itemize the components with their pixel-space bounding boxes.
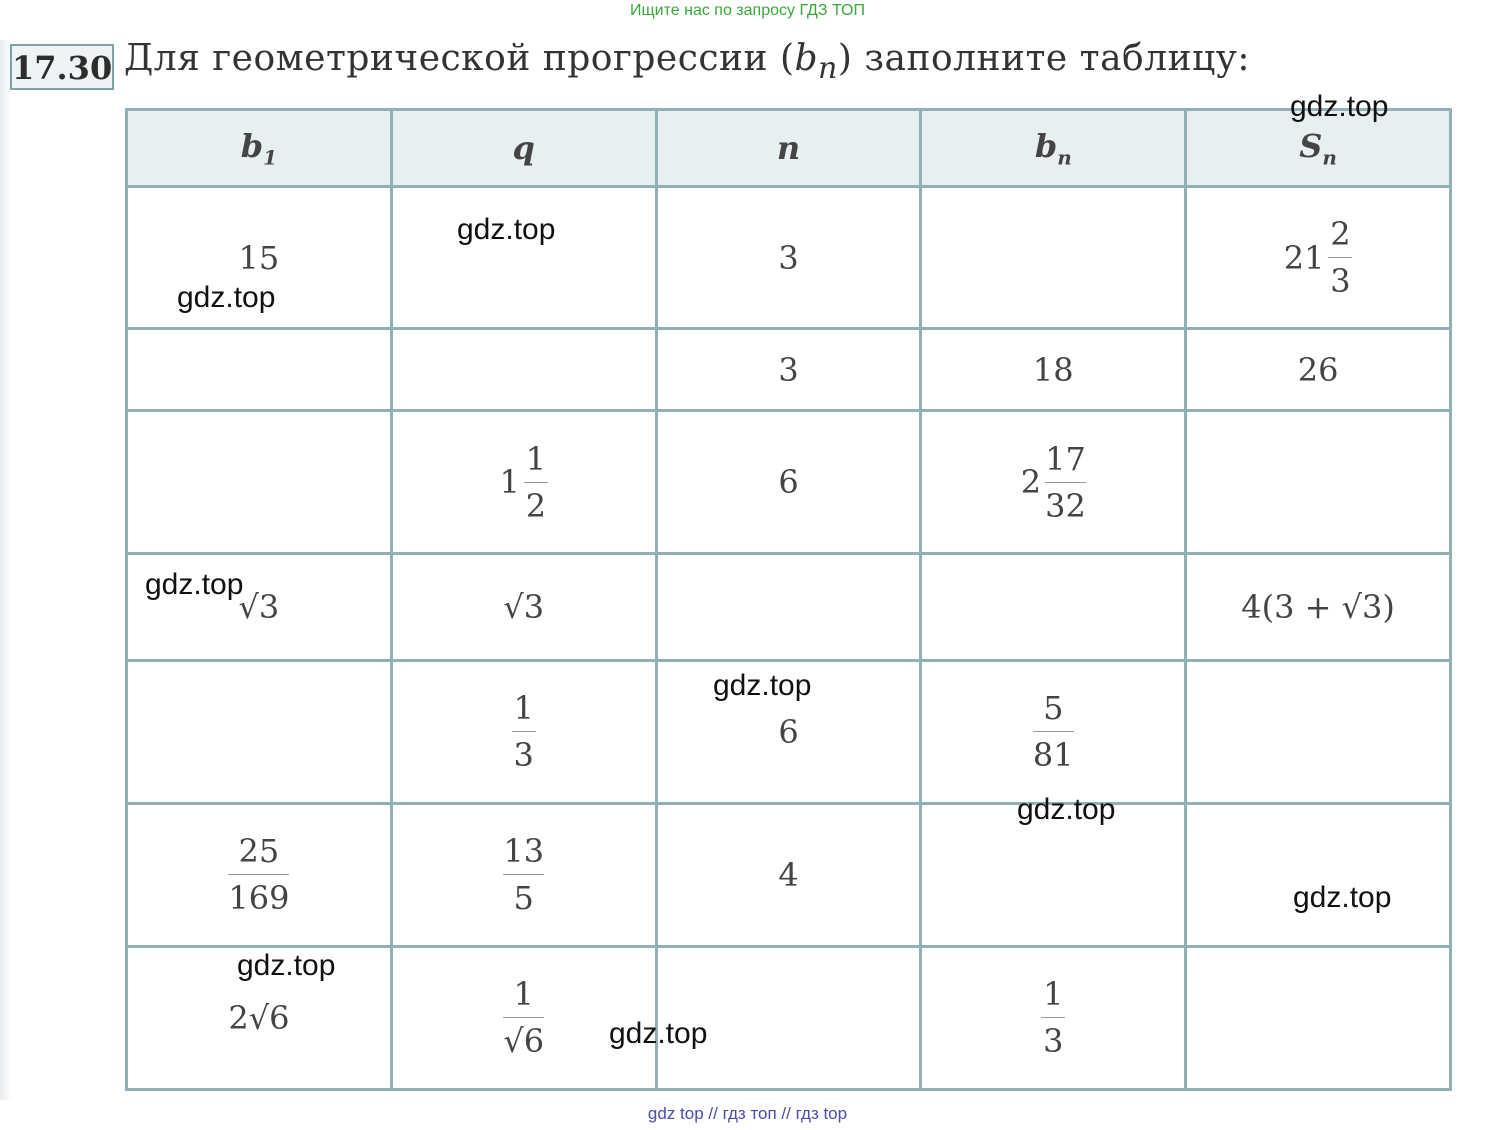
header-bn: bn xyxy=(919,108,1188,188)
cell-bn: 5 81 xyxy=(919,658,1188,805)
table-row: √3 √3 4(3 + √3) xyxy=(125,552,1452,662)
search-banner[interactable]: Ищите нас по запросу ГДЗ ТОП xyxy=(630,2,865,19)
cell-b1 xyxy=(125,327,393,413)
cell-b1 xyxy=(125,409,393,556)
cell-b1: √3 xyxy=(125,552,393,662)
cell-n: 6 xyxy=(654,658,923,805)
cell-bn xyxy=(919,801,1188,948)
header-q: q xyxy=(389,108,658,188)
watermark: gdz.top xyxy=(145,568,244,601)
watermark: gdz.top xyxy=(457,213,556,246)
table-row: 3 18 26 xyxy=(125,327,1452,413)
table-header-row: b1 q n bn Sn xyxy=(125,108,1452,188)
header-sn: Sn xyxy=(1184,108,1452,188)
cell-n: 4 xyxy=(654,801,923,948)
watermark: gdz.top xyxy=(609,1017,708,1050)
page-edge-shadow xyxy=(0,40,12,1100)
table-row: 15 3 21 2 3 xyxy=(125,184,1452,331)
header-b1: b1 xyxy=(125,108,393,188)
watermark: gdz.top xyxy=(1017,793,1116,826)
cell-sn: 4(3 + √3) xyxy=(1184,552,1452,662)
cell-b1 xyxy=(125,658,393,805)
cell-sn xyxy=(1184,409,1452,556)
watermark: gdz.top xyxy=(1290,90,1389,123)
table-row: 25 169 13 5 4 xyxy=(125,801,1452,948)
cell-sn xyxy=(1184,944,1452,1092)
cell-sn: 26 xyxy=(1184,327,1452,413)
cell-q xyxy=(389,327,658,413)
cell-bn: 2 17 32 xyxy=(919,409,1188,556)
watermark: gdz.top xyxy=(1293,881,1392,914)
cell-b1: 2√6 xyxy=(125,944,393,1092)
cell-bn xyxy=(919,184,1188,331)
header-n: n xyxy=(654,108,923,188)
cell-n: 6 xyxy=(654,409,923,556)
cell-sn xyxy=(1184,801,1452,948)
cell-sn xyxy=(1184,658,1452,805)
cell-b1: 15 xyxy=(125,184,393,331)
cell-q: √3 xyxy=(389,552,658,662)
problem-number: 17.30 xyxy=(10,44,114,90)
cell-n: 3 xyxy=(654,184,923,331)
cell-bn xyxy=(919,552,1188,662)
footer-links[interactable]: gdz top // гдз топ // гдз top xyxy=(647,1104,848,1123)
watermark: gdz.top xyxy=(177,281,276,314)
cell-q: 13 5 xyxy=(389,801,658,948)
cell-bn: 18 xyxy=(919,327,1188,413)
cell-b1: 25 169 xyxy=(125,801,393,948)
watermark: gdz.top xyxy=(237,949,336,982)
cell-n xyxy=(654,944,923,1092)
cell-q: 1 √6 xyxy=(389,944,658,1092)
problem-title: Для геометрической прогрессии (bn) запол… xyxy=(124,38,1251,87)
cell-n: 3 xyxy=(654,327,923,413)
watermark: gdz.top xyxy=(713,669,812,702)
cell-sn: 21 2 3 xyxy=(1184,184,1452,331)
cell-n xyxy=(654,552,923,662)
cell-q xyxy=(389,184,658,331)
